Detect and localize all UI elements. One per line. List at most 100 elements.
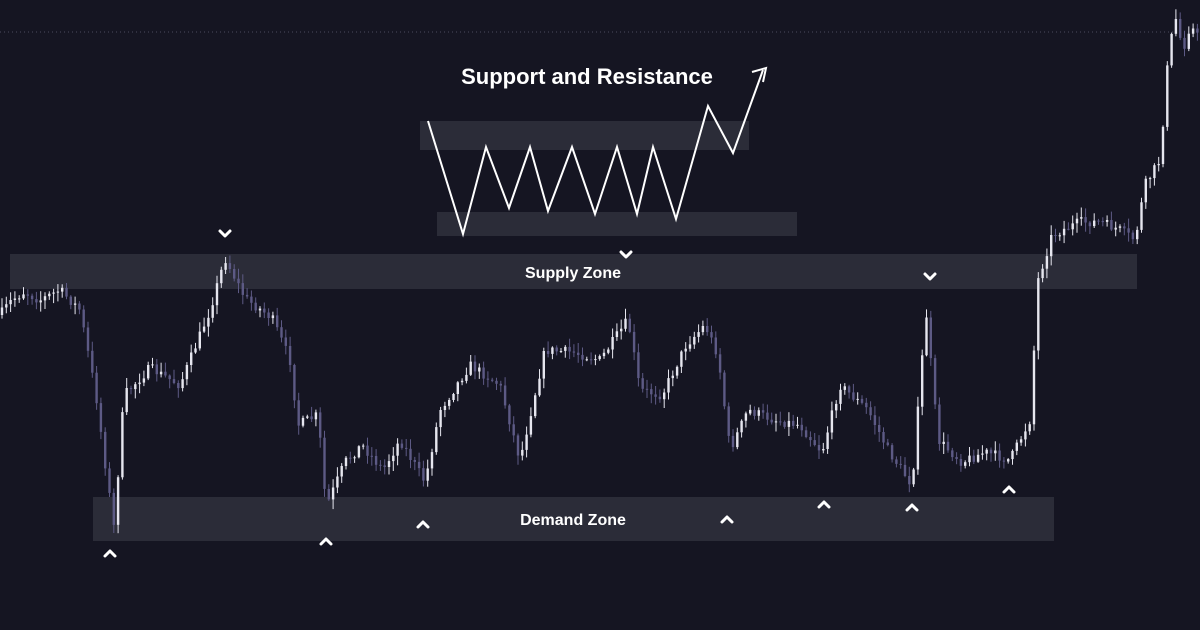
candle-body bbox=[0, 307, 4, 315]
candle-body bbox=[211, 305, 214, 318]
candle-body bbox=[516, 435, 520, 456]
candle-body bbox=[1007, 459, 1010, 462]
candle-body bbox=[43, 296, 47, 301]
candle-body bbox=[314, 412, 318, 420]
candle-body bbox=[13, 298, 17, 300]
candle-body bbox=[456, 382, 459, 394]
candle-body bbox=[1002, 460, 1006, 462]
candle-body bbox=[181, 379, 184, 389]
candle-body bbox=[155, 364, 158, 375]
candle-body bbox=[1148, 178, 1152, 180]
candle-body bbox=[869, 407, 872, 416]
candle-body bbox=[774, 421, 778, 423]
candle-body bbox=[116, 477, 120, 525]
candle-body bbox=[1161, 126, 1165, 164]
candle-body bbox=[731, 435, 735, 448]
candle-body bbox=[306, 416, 309, 418]
candle-body bbox=[675, 366, 679, 376]
candle-body bbox=[628, 318, 631, 332]
candle-body bbox=[177, 383, 180, 389]
candle-body bbox=[551, 347, 554, 354]
candle-body bbox=[263, 308, 266, 313]
candle-body bbox=[624, 318, 627, 329]
candle-body bbox=[413, 460, 416, 462]
candle-body bbox=[1110, 220, 1113, 230]
candle-body bbox=[1019, 439, 1023, 443]
candle-body bbox=[882, 432, 885, 443]
candle-body bbox=[362, 445, 365, 447]
candle-body bbox=[190, 352, 193, 365]
candle-body bbox=[761, 410, 765, 413]
demand-zone-label: Demand Zone bbox=[520, 512, 626, 529]
candle-body bbox=[9, 300, 12, 305]
candle-body bbox=[78, 303, 81, 310]
candle-body bbox=[340, 466, 343, 477]
chevron-up-icon bbox=[905, 503, 919, 512]
candle-body bbox=[972, 455, 975, 462]
candle-body bbox=[559, 351, 563, 352]
candle-body bbox=[327, 489, 330, 500]
supply-zone-label: Supply Zone bbox=[525, 265, 621, 282]
candle-body bbox=[847, 386, 851, 393]
candle-body bbox=[796, 424, 799, 426]
chevron-up-icon bbox=[319, 537, 333, 546]
candle-body bbox=[572, 351, 576, 353]
candle-body bbox=[284, 337, 287, 346]
candle-body bbox=[417, 461, 421, 469]
candle-body bbox=[512, 424, 515, 436]
candle-body bbox=[1032, 350, 1036, 425]
candle-body bbox=[538, 378, 541, 396]
candle-body bbox=[1114, 227, 1117, 230]
candle-body bbox=[852, 392, 855, 400]
candle-body bbox=[839, 389, 842, 404]
candle-body bbox=[658, 396, 662, 400]
candle-body bbox=[396, 443, 399, 456]
candle-body bbox=[637, 352, 640, 379]
candle-body bbox=[946, 441, 950, 451]
candle-body bbox=[680, 351, 683, 367]
candle-body bbox=[865, 402, 868, 408]
candle-body bbox=[908, 476, 911, 485]
candle-body bbox=[736, 432, 739, 448]
candle-body bbox=[1062, 228, 1066, 236]
candle-body bbox=[104, 431, 107, 469]
candle-body bbox=[1183, 37, 1186, 49]
candle-body bbox=[817, 445, 821, 451]
candle-body bbox=[890, 445, 894, 460]
candle-body bbox=[164, 371, 167, 376]
candle-body bbox=[207, 317, 210, 327]
candle-body bbox=[938, 404, 941, 444]
candle-body bbox=[99, 403, 103, 432]
candle-body bbox=[168, 375, 171, 380]
candle-body bbox=[903, 464, 907, 476]
candle-body bbox=[886, 442, 889, 446]
candle-body bbox=[18, 298, 21, 300]
candle-body bbox=[142, 378, 146, 383]
candle-body bbox=[310, 416, 313, 420]
candle-body bbox=[241, 283, 244, 295]
candle-body bbox=[1166, 65, 1169, 127]
candle-body bbox=[701, 326, 705, 333]
chart-title: Support and Resistance bbox=[461, 64, 713, 89]
candle-body bbox=[611, 337, 614, 350]
candle-body bbox=[577, 352, 580, 355]
candle-body bbox=[1170, 33, 1173, 66]
candle-body bbox=[714, 337, 717, 355]
candle-body bbox=[568, 346, 571, 352]
chevron-down-icon bbox=[923, 272, 937, 281]
candle-body bbox=[1196, 28, 1199, 33]
candle-body bbox=[671, 375, 674, 379]
candle-body bbox=[555, 347, 558, 352]
candle-body bbox=[224, 263, 227, 270]
candle-body bbox=[792, 420, 795, 426]
candle-body bbox=[822, 449, 825, 451]
candle-body bbox=[478, 367, 481, 372]
zigzag-illustration-line bbox=[427, 69, 764, 238]
candle-body bbox=[620, 328, 623, 332]
candle-body bbox=[349, 457, 352, 459]
candle-body bbox=[215, 283, 219, 306]
candle-body bbox=[688, 344, 692, 349]
touch-markers bbox=[103, 229, 1016, 558]
candle-body bbox=[1140, 202, 1143, 230]
